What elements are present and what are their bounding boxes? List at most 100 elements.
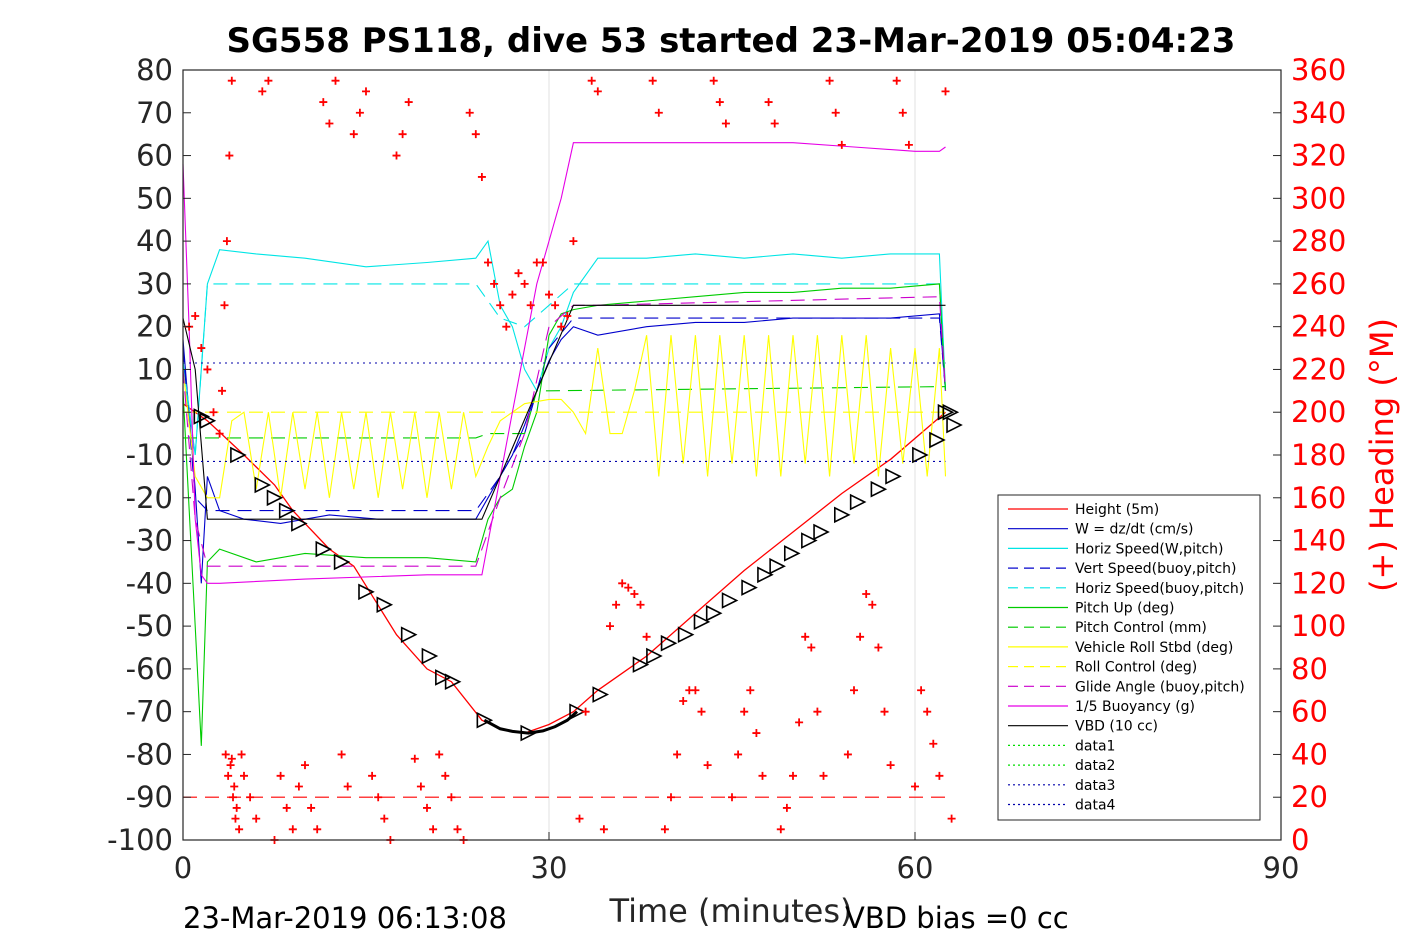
heading-point <box>490 279 499 288</box>
legend-label: data4 <box>1075 798 1116 814</box>
height-marker <box>569 703 586 720</box>
legend-label: 1/5 Buoyancy (g) <box>1075 699 1195 715</box>
heading-point <box>526 301 535 310</box>
series-1-5-buoyancy-g-line <box>182 142 946 584</box>
heading-point <box>232 803 241 812</box>
heading-point <box>557 322 566 331</box>
heading-point <box>453 825 462 834</box>
height-marker <box>942 403 960 421</box>
height-marker <box>783 545 801 562</box>
heading-point <box>886 761 895 770</box>
heading-point <box>575 814 584 823</box>
heading-point <box>545 290 553 299</box>
heading-point <box>618 579 627 588</box>
right-y-tick-label: 40 <box>1291 737 1328 771</box>
series-glide-angle-buoy-pitch-line <box>182 296 947 567</box>
height-marker <box>421 647 439 665</box>
height-marker <box>885 468 902 485</box>
heading-point <box>715 98 724 107</box>
height-markers <box>193 403 963 742</box>
heading-point <box>709 76 718 85</box>
height-marker <box>769 557 786 575</box>
heading-point <box>337 750 346 759</box>
heading-point <box>398 130 407 139</box>
legend-label: Height (5m) <box>1075 502 1159 518</box>
legend-label: Horiz Speed(buoy,pitch) <box>1075 581 1244 597</box>
heading-point <box>624 583 633 592</box>
series-pitch-control-mm-line <box>183 386 946 439</box>
heading-point <box>636 600 645 609</box>
right-y-tick-label: 120 <box>1291 566 1346 600</box>
heading-point <box>225 151 234 160</box>
left-y-tick-label: -20 <box>126 481 173 515</box>
height-marker <box>870 480 888 498</box>
heading-point <box>764 98 773 107</box>
heading-point <box>758 771 767 780</box>
left-y-tick-label: -70 <box>126 695 173 729</box>
legend-label: Glide Angle (buoy,pitch) <box>1075 679 1245 695</box>
heading-point <box>264 76 273 85</box>
chart-title: SG558 PS118, dive 53 started 23-Mar-2019… <box>227 21 1236 61</box>
right-y-tick-label: 80 <box>1291 652 1328 686</box>
heading-point <box>435 750 444 759</box>
height-marker <box>376 596 394 614</box>
series-vbd-10-cc-line <box>182 304 946 520</box>
height-marker <box>266 489 284 507</box>
heading-point <box>679 696 688 705</box>
left-y-tick-label: 40 <box>136 224 173 258</box>
legend-label: data2 <box>1075 758 1115 774</box>
legend-label: Pitch Up (deg) <box>1075 601 1174 617</box>
height-marker <box>592 686 610 703</box>
heading-point <box>288 825 297 834</box>
right-y-tick-label: 360 <box>1291 53 1346 87</box>
heading-point <box>721 119 730 128</box>
heading-point <box>563 311 572 320</box>
series-horiz-speed-buoy-pitch-line <box>182 283 947 456</box>
heading-point <box>282 803 291 812</box>
right-y-tick-label: 60 <box>1291 695 1328 729</box>
heading-point <box>197 344 206 353</box>
heading-point <box>240 771 248 780</box>
heading-point <box>477 172 486 181</box>
left-y-tick-label: 0 <box>155 395 173 429</box>
legend-box <box>997 494 1261 821</box>
heading-point <box>947 814 956 823</box>
heading-point <box>746 686 755 695</box>
legend-label: Vehicle Roll Stbd (deg) <box>1075 640 1233 656</box>
heading-point <box>587 76 596 85</box>
heading-point <box>404 98 413 107</box>
heading-point <box>392 151 401 160</box>
legend-label: Pitch Control (mm) <box>1075 620 1207 636</box>
heading-point <box>349 130 358 139</box>
right-y-tick-label: 240 <box>1291 310 1346 344</box>
heading-point <box>224 771 233 780</box>
height-marker <box>278 502 296 519</box>
heading-point <box>229 793 238 802</box>
legend-label: data3 <box>1075 778 1115 794</box>
heading-point <box>929 739 938 748</box>
left-y-tick-label: -30 <box>126 524 173 558</box>
heading-point <box>325 119 334 128</box>
heading-point <box>368 771 377 780</box>
footer-vbd-bias: VBD bias =0 cc <box>845 901 1069 935</box>
series-horiz-speed-w-pitch-line <box>182 239 947 456</box>
height-marker <box>912 446 929 464</box>
heading-point <box>691 686 700 695</box>
right-y-tick-labels: 3603403203002802602402202001801601401201… <box>1291 53 1346 857</box>
heading-point <box>538 258 547 267</box>
heading-point <box>593 87 602 96</box>
height-marker <box>646 647 663 665</box>
height-marker <box>315 540 333 558</box>
height-marker <box>833 506 851 524</box>
heading-point <box>911 782 919 791</box>
heading-point <box>843 750 852 759</box>
heading-point <box>441 771 450 780</box>
left-y-tick-label: 60 <box>136 139 173 173</box>
legend-label: Horiz Speed(W,pitch) <box>1075 541 1223 557</box>
height-marker <box>358 583 375 601</box>
heading-point <box>825 76 834 85</box>
left-y-tick-label: 70 <box>136 96 173 130</box>
heading-point <box>514 269 523 278</box>
heading-point <box>648 76 657 85</box>
